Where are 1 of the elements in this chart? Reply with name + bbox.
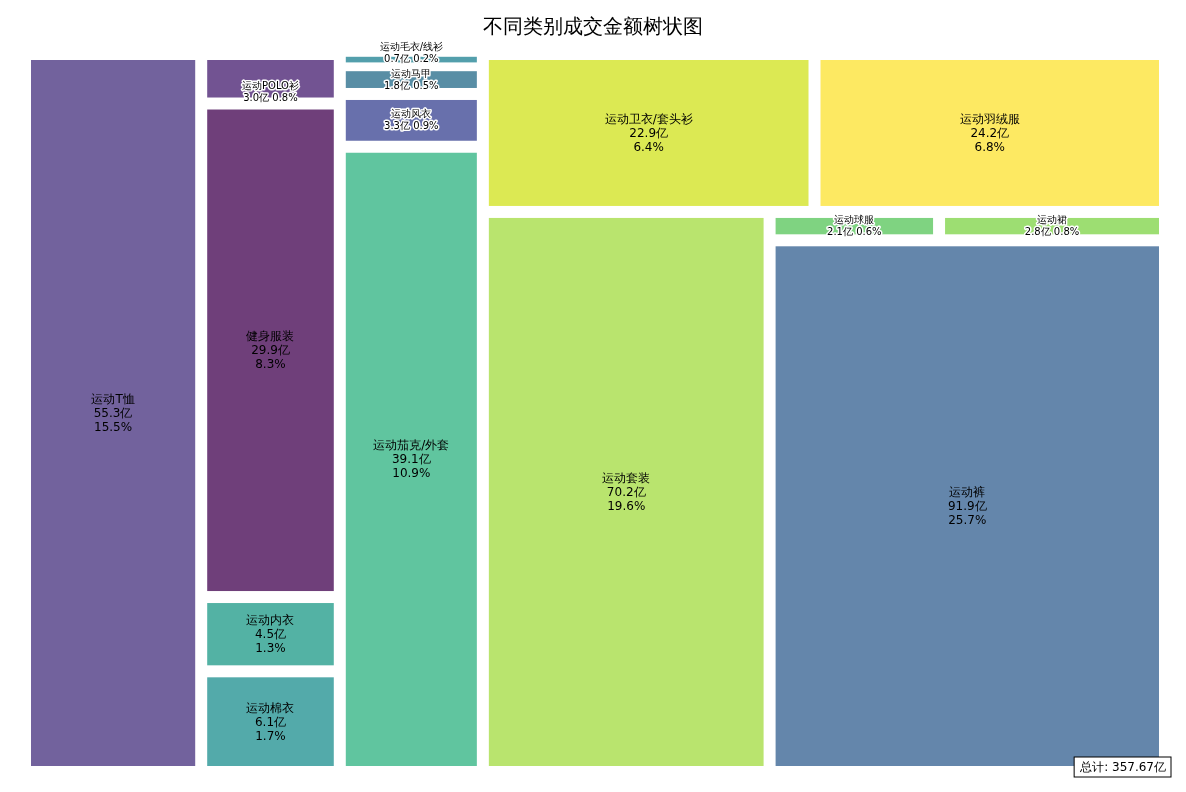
text: 不同类别成交金额树状图 <box>483 14 703 38</box>
